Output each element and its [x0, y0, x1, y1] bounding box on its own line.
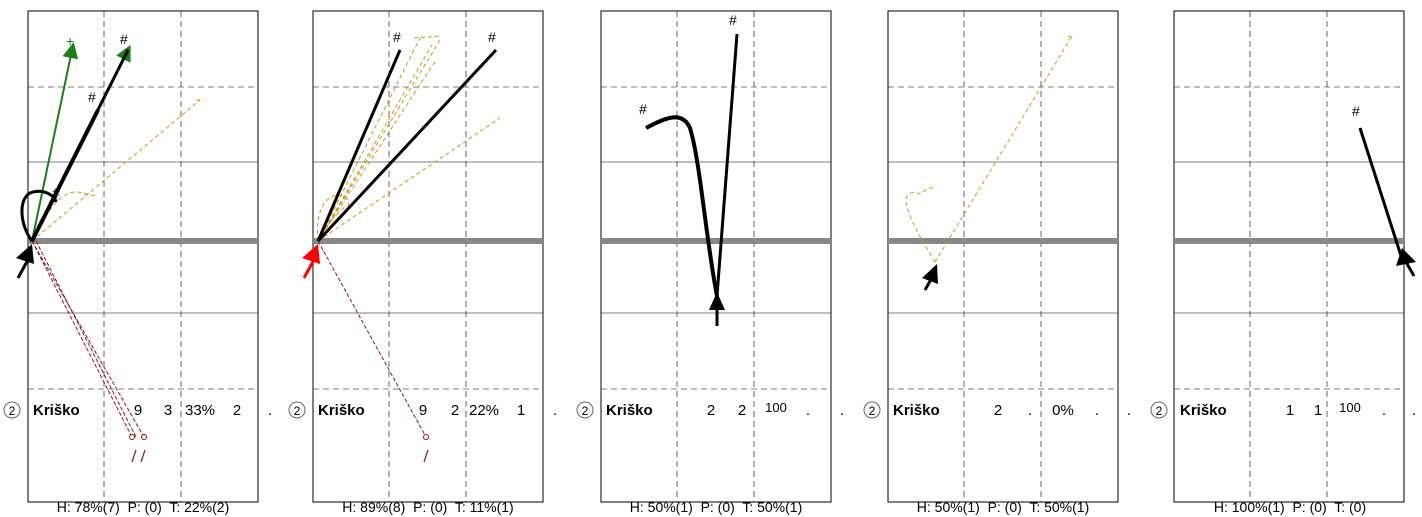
entry-arrow: [922, 264, 938, 291]
player-name: Kriško: [606, 402, 653, 419]
black-path: [1358, 127, 1405, 263]
player-number-badge: [576, 401, 594, 419]
endpoint-marker: [423, 434, 429, 440]
grid: [888, 11, 1118, 502]
center-axis: [601, 238, 831, 244]
panel-2: # # 2 Kriško 9 2 22% 1 . H: 89%(8) P: (0…: [288, 10, 557, 515]
center-axis: [1174, 238, 1404, 244]
hash-marker: #: [393, 29, 401, 45]
maroon-ticks: [131, 449, 146, 463]
stat-value: 100: [765, 400, 787, 415]
hash-marker: #: [488, 29, 496, 45]
player-number-badge: [3, 401, 21, 419]
panel-footer: H: 50%(1) P: (0) T: 50%(1): [917, 499, 1089, 515]
stat-value: 1: [517, 402, 525, 419]
black-paths: [645, 33, 739, 297]
stat-value: 9: [419, 402, 427, 419]
entry-arrow: [1396, 248, 1416, 277]
gold-paths: [905, 35, 1076, 263]
maroon-paths: [31, 240, 145, 438]
stat-value: 100: [1339, 400, 1361, 415]
player-number: 2: [9, 404, 16, 418]
player-row: 2 Kriško 2 2 100 . .: [576, 400, 844, 419]
player-number-badge: [288, 401, 306, 419]
maroon-tick: [423, 449, 429, 463]
stat-value: .: [553, 402, 557, 419]
player-name: Kriško: [318, 402, 365, 419]
panel-footer: H: 78%(7) P: (0) T: 22%(2): [57, 499, 229, 515]
grid: [601, 11, 831, 502]
plus-marker: +: [66, 33, 74, 49]
stat-value: 9: [134, 402, 142, 419]
stat-value: 2: [738, 402, 746, 419]
panel-footer: H: 50%(1) P: (0) T: 50%(1): [630, 499, 802, 515]
panel-4: 2 Kriško 2 . 0% . . H: 50%(1) P: (0) T: …: [863, 10, 1131, 515]
player-number: 2: [1156, 404, 1163, 418]
hash-marker: #: [639, 101, 647, 117]
player-name: Kriško: [893, 402, 940, 419]
center-axis: [313, 238, 543, 244]
entry-arrow: [16, 244, 34, 279]
maroon-paths: [317, 240, 427, 438]
player-number: 2: [294, 404, 301, 418]
player-name: Kriško: [33, 402, 80, 419]
player-row: 2 Kriško 9 3 33% 2 .: [3, 401, 272, 419]
stat-value: .: [1412, 402, 1416, 419]
stat-value: 33%: [185, 402, 215, 419]
panel-footer: H: 89%(8) P: (0) T: 11%(1): [342, 499, 513, 515]
stat-value: 3: [164, 402, 172, 419]
stat-value: 2: [994, 402, 1002, 419]
hash-marker: #: [88, 89, 96, 105]
player-row: 2 Kriško 1 1 100 . .: [1150, 400, 1416, 419]
stat-value: .: [1095, 402, 1099, 419]
stat-value: .: [806, 402, 810, 419]
stat-value: 22%: [469, 402, 499, 419]
endpoint-marker: [129, 434, 135, 440]
entry-arrow: [302, 244, 320, 279]
center-axis: [888, 238, 1118, 244]
panel-frame: [27, 10, 259, 503]
entry-arrow: [709, 292, 725, 326]
grid: [28, 11, 258, 502]
panel-frame: [600, 10, 832, 503]
player-row: 2 Kriško 9 2 22% 1 .: [288, 401, 557, 419]
stat-value: 2: [451, 402, 459, 419]
player-name: Kriško: [1180, 402, 1227, 419]
panel-5: # 2 Kriško 1 1 100 . . H: 100%(1) P: (0)…: [1150, 10, 1416, 515]
grid: [313, 11, 543, 502]
stat-value: 0%: [1052, 402, 1074, 419]
player-number-badge: [863, 401, 881, 419]
player-row: 2 Kriško 2 . 0% . .: [863, 401, 1131, 419]
stat-value: .: [1382, 402, 1386, 419]
hash-marker: #: [1352, 103, 1360, 119]
stat-value: .: [1028, 402, 1032, 419]
stat-value: 2: [233, 402, 241, 419]
black-paths: [20, 49, 130, 242]
hash-marker: #: [120, 31, 128, 47]
player-number: 2: [869, 404, 876, 418]
player-number-badge: [1150, 401, 1168, 419]
hash-marker: #: [729, 12, 737, 28]
panel-footer: H: 100%(1) P: (0) T: (0): [1214, 499, 1366, 515]
stat-value: 2: [707, 402, 715, 419]
stat-value: .: [268, 402, 272, 419]
panel-1: + # # # 2 Kriško 9 3 33% 2 . H: 78%(7) P…: [3, 10, 272, 515]
endpoint-marker: [141, 434, 147, 440]
panel-3: # # 2 Kriško 2 2 100 . . H: 50%(1) P: (0…: [576, 10, 844, 515]
stat-value: .: [840, 402, 844, 419]
panel-frame: [887, 10, 1119, 503]
black-paths: [316, 48, 498, 243]
stat-value: .: [1127, 402, 1131, 419]
player-number: 2: [582, 404, 589, 418]
panel-frame: [312, 10, 544, 503]
stat-value: 1: [1314, 402, 1322, 419]
hash-marker: #: [52, 185, 60, 201]
grid: [1174, 11, 1404, 502]
stat-value: 1: [1286, 402, 1294, 419]
center-axis: [28, 238, 258, 244]
gold-paths: [317, 35, 501, 242]
panel-frame: [1173, 10, 1405, 503]
